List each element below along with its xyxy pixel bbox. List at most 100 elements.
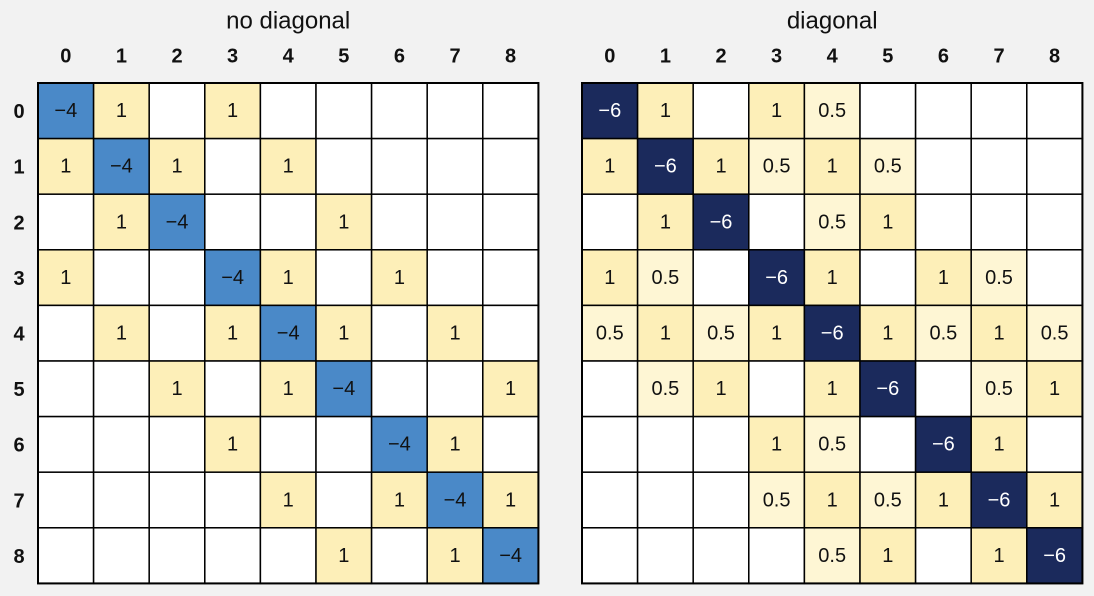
cell-label: −4 bbox=[166, 211, 189, 233]
empty-cell bbox=[748, 193, 806, 251]
cell-label: 1 bbox=[882, 211, 893, 233]
cell bbox=[581, 304, 639, 362]
empty-cell bbox=[148, 304, 206, 362]
cell-label: −4 bbox=[332, 378, 355, 400]
cell-label: 1 bbox=[338, 211, 349, 233]
empty-cell bbox=[370, 527, 428, 585]
cell bbox=[204, 415, 262, 473]
cell-label: 0.5 bbox=[818, 434, 846, 456]
x-tick-label: 2 bbox=[715, 45, 726, 67]
empty-cell bbox=[692, 249, 750, 307]
cell bbox=[636, 360, 694, 418]
x-tick-label: 5 bbox=[882, 45, 893, 67]
empty-cell bbox=[37, 193, 95, 251]
empty-cell bbox=[148, 249, 206, 307]
y-tick-label: 3 bbox=[13, 268, 24, 290]
cell bbox=[859, 137, 917, 195]
cell-label: 1 bbox=[338, 322, 349, 344]
empty-cell bbox=[370, 360, 428, 418]
cell-label: −6 bbox=[932, 434, 955, 456]
empty-cell bbox=[37, 471, 95, 529]
empty-cell bbox=[370, 193, 428, 251]
empty-cell bbox=[315, 82, 373, 140]
cell-label: 0.5 bbox=[985, 267, 1013, 289]
empty-cell bbox=[92, 415, 150, 473]
empty-cell bbox=[581, 527, 639, 585]
empty-cell bbox=[482, 137, 540, 195]
empty-cell bbox=[482, 304, 540, 362]
cell-label: 1 bbox=[660, 211, 671, 233]
cell-label: 1 bbox=[993, 434, 1004, 456]
empty-cell bbox=[692, 527, 750, 585]
cell-label: 1 bbox=[171, 378, 182, 400]
cell-label: 1 bbox=[660, 322, 671, 344]
cell-label: 0.5 bbox=[929, 322, 957, 344]
empty-cell bbox=[259, 527, 317, 585]
cell-label: 1 bbox=[771, 322, 782, 344]
cell bbox=[259, 249, 317, 307]
cell-label: 1 bbox=[882, 545, 893, 567]
cell-label: −4 bbox=[499, 545, 522, 567]
cell bbox=[37, 82, 95, 140]
cell bbox=[636, 249, 694, 307]
cell-label: 1 bbox=[449, 545, 460, 567]
x-tick-label: 4 bbox=[827, 45, 839, 67]
empty-cell bbox=[1026, 415, 1084, 473]
cell-label: −4 bbox=[221, 267, 244, 289]
cell-label: −4 bbox=[388, 434, 411, 456]
x-tick-label: 3 bbox=[771, 45, 782, 67]
cell-label: 1 bbox=[227, 322, 238, 344]
cell-label: −4 bbox=[444, 489, 467, 511]
empty-cell bbox=[859, 415, 917, 473]
empty-cell bbox=[204, 193, 262, 251]
cell-label: 0.5 bbox=[985, 378, 1013, 400]
cell-label: 1 bbox=[60, 267, 71, 289]
y-tick-label: 6 bbox=[13, 435, 24, 457]
empty-cell bbox=[636, 527, 694, 585]
cell-label: 1 bbox=[171, 156, 182, 178]
empty-cell bbox=[692, 471, 750, 529]
empty-cell bbox=[315, 471, 373, 529]
cell-label: 0.5 bbox=[818, 545, 846, 567]
cell-label: 1 bbox=[715, 378, 726, 400]
cell bbox=[482, 471, 540, 529]
cell-label: 1 bbox=[505, 489, 516, 511]
cell-label: 0.5 bbox=[651, 267, 679, 289]
x-tick-label: 5 bbox=[338, 45, 349, 67]
x-tick-label: 7 bbox=[993, 45, 1004, 67]
cell-label: 0.5 bbox=[818, 100, 846, 122]
cell-label: 1 bbox=[827, 378, 838, 400]
empty-cell bbox=[426, 137, 484, 195]
empty-cell bbox=[92, 360, 150, 418]
cell-label: 1 bbox=[771, 100, 782, 122]
cell-label: 1 bbox=[938, 489, 949, 511]
cell bbox=[859, 527, 917, 585]
y-tick-label: 4 bbox=[13, 323, 25, 345]
empty-cell bbox=[259, 82, 317, 140]
x-tick-label: 0 bbox=[60, 45, 71, 67]
cell-label: 1 bbox=[449, 322, 460, 344]
cell-label: −6 bbox=[765, 267, 788, 289]
empty-cell bbox=[148, 527, 206, 585]
empty-cell bbox=[581, 193, 639, 251]
cell bbox=[803, 82, 861, 140]
cell-label: 1 bbox=[283, 489, 294, 511]
cell-label: 1 bbox=[1049, 489, 1060, 511]
cell-label: 1 bbox=[283, 156, 294, 178]
x-tick-label: 8 bbox=[1049, 45, 1060, 67]
cell bbox=[315, 304, 373, 362]
empty-cell bbox=[426, 360, 484, 418]
empty-cell bbox=[315, 249, 373, 307]
y-tick-label: 7 bbox=[13, 490, 24, 512]
x-tick-label: 0 bbox=[604, 45, 615, 67]
empty-cell bbox=[370, 304, 428, 362]
cell-label: 1 bbox=[116, 100, 127, 122]
empty-cell bbox=[148, 415, 206, 473]
cell bbox=[636, 304, 694, 362]
cell bbox=[370, 249, 428, 307]
empty-cell bbox=[914, 137, 972, 195]
cell bbox=[315, 527, 373, 585]
y-tick-label: 1 bbox=[13, 157, 24, 179]
empty-cell bbox=[970, 82, 1028, 140]
